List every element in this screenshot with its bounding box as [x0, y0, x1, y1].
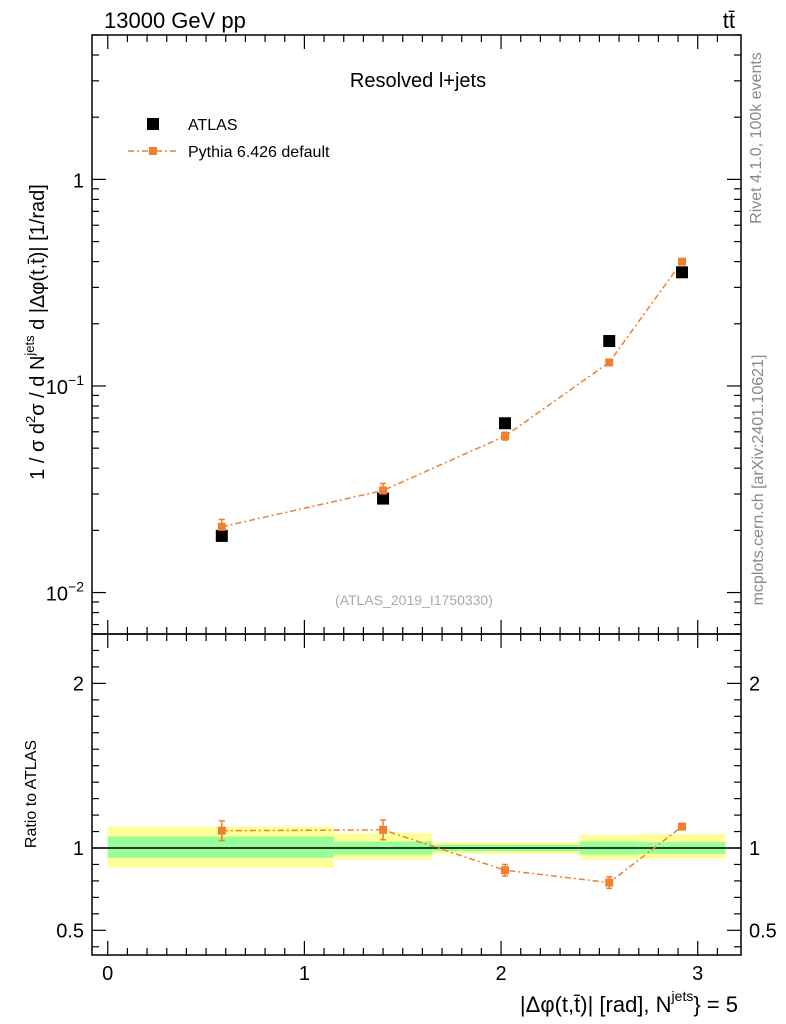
ratio-y-axis-label: Ratio to ATLAS — [23, 740, 40, 848]
mc-data-point — [678, 257, 686, 266]
legend-atlas-marker — [147, 118, 159, 130]
ratio-y-tick-label-right: 2 — [749, 673, 760, 695]
main-y-axis-label: 1 / σ d2σ / d Njets d |Δφ(t,t̄)| [1/rad] — [22, 184, 49, 480]
ratio-y-tick-label-right: 1 — [749, 838, 760, 860]
energy-label: 13000 GeV pp — [104, 8, 246, 33]
process-label: tt̄ — [723, 8, 735, 33]
atlas-data-point — [215, 529, 228, 542]
ratio-y-tick-label-right: 0.5 — [749, 920, 777, 942]
atlas-data-point — [377, 492, 390, 505]
ratio-panel: 0.5 0.5 1 1 2 2 0 1 2 3 Ratio to ATLAS |Δφ(t,t̄)| [… — [23, 633, 777, 1017]
x-tick-label: 3 — [692, 963, 703, 985]
ratio-mc-point — [605, 878, 614, 887]
x-axis-label: |Δφ(t,t̄)| [rad], Njets} = 5 — [520, 988, 738, 1017]
legend-mc-marker — [149, 147, 157, 155]
mc-data-point — [379, 486, 388, 495]
main-panel: 10−2 10−1 1 Resolved l+jets (ATLAS_2019_I175… — [22, 34, 742, 635]
rivet-version-label: Rivet 4.1.0, 100k events — [748, 52, 765, 224]
x-tick-label: 1 — [299, 963, 310, 985]
x-tick-label: 0 — [102, 963, 113, 985]
ratio-y-tick-label: 0.5 — [56, 920, 84, 942]
atlas-data-point — [676, 266, 688, 279]
ratio-y-tick-label: 2 — [73, 673, 84, 695]
ratio-mc-point — [678, 822, 686, 831]
x-tick-label: 2 — [496, 963, 507, 985]
legend-label: Pythia 6.426 default — [188, 144, 330, 161]
ratio-mc-point — [379, 825, 388, 834]
ratio-y-tick-label: 1 — [73, 838, 84, 860]
ratio-inner-band — [107, 836, 334, 858]
ratio-mc-point — [217, 826, 226, 835]
mc-data-point — [501, 432, 509, 441]
legend-label: ATLAS — [188, 117, 238, 134]
chart-title: Resolved l+jets — [350, 70, 486, 92]
mc-data-point — [605, 358, 614, 367]
atlas-data-point — [603, 335, 616, 348]
analysis-watermark: (ATLAS_2019_I1750330) — [335, 592, 493, 608]
main-y-tick-label: 10−1 — [46, 372, 84, 399]
main-y-tick-label: 1 — [73, 170, 84, 192]
atlas-data-point — [499, 417, 511, 430]
ratio-mc-point — [501, 866, 509, 875]
source-label: mcplots.cern.ch [arXiv:2401.10621] — [750, 355, 767, 606]
main-y-tick-label: 10−2 — [46, 579, 84, 606]
mc-series-line — [221, 261, 683, 528]
ratio-frame — [91, 633, 742, 956]
mc-data-point — [217, 522, 226, 531]
